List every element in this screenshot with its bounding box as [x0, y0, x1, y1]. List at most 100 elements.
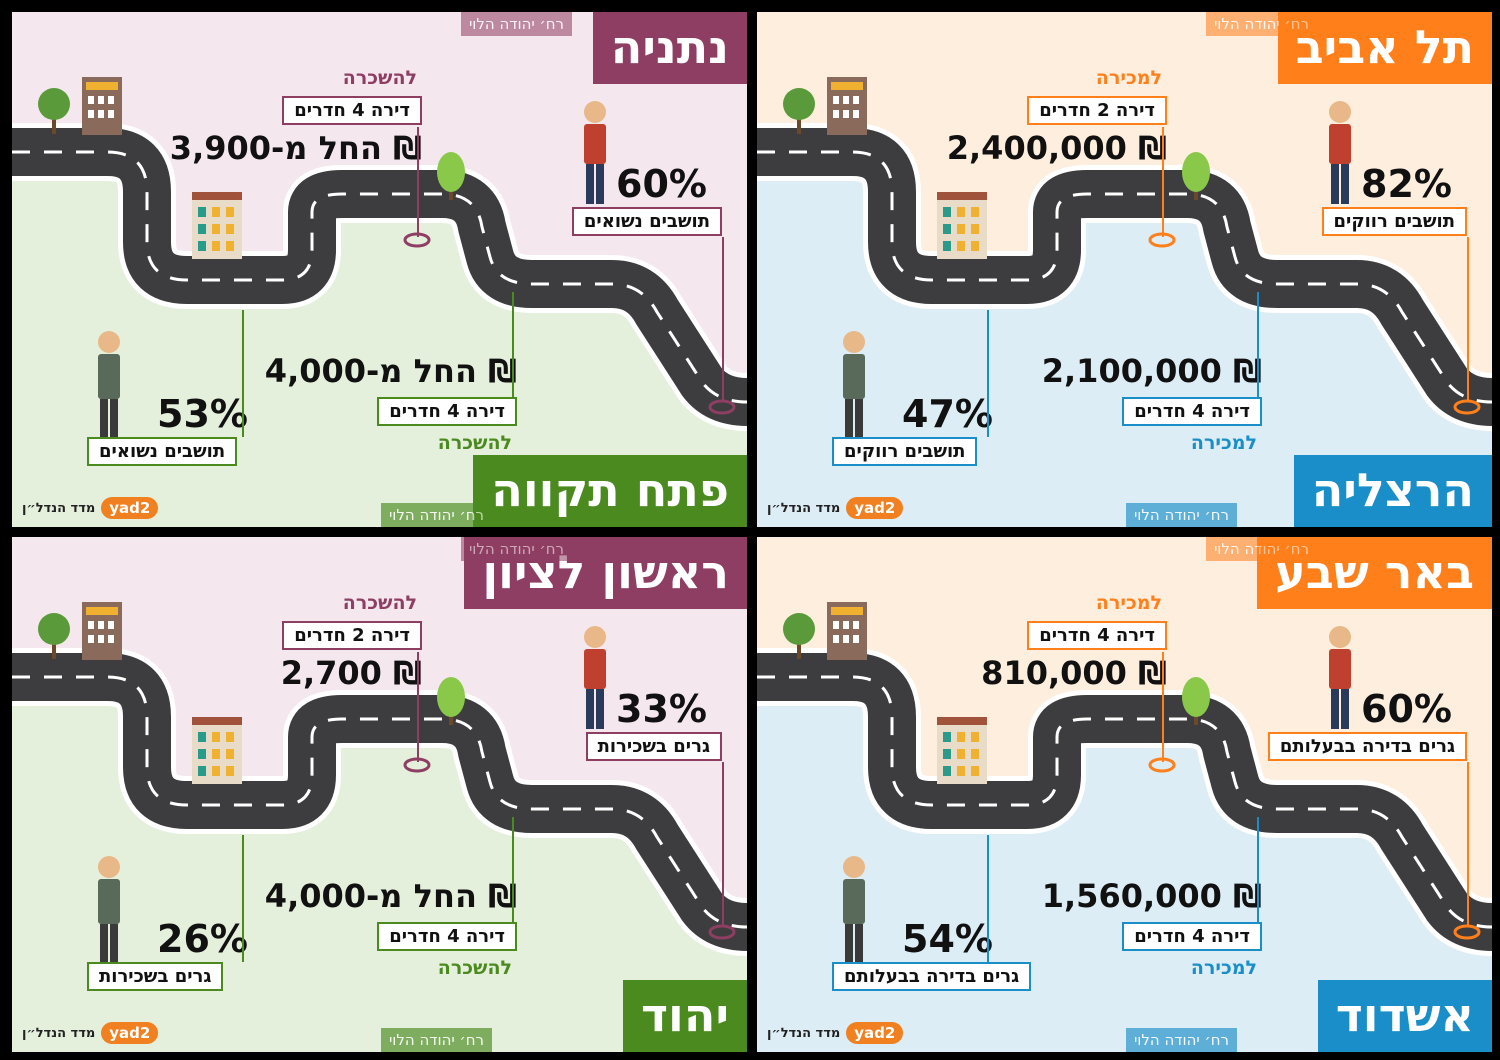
top-price: 810,000 ₪ [981, 654, 1167, 692]
street-tag: רח׳ יהודה הלוי [460, 537, 572, 561]
bottom-street-tag: רח׳ יהודה הלוי [380, 1028, 492, 1052]
bottom-leader-line [1257, 817, 1259, 922]
city-title: נתניה [592, 12, 747, 84]
bottom-apartment-box: דירה 4 חדרים [377, 922, 517, 951]
yad2-logo: מדד הנדל״ן yad2 [22, 497, 159, 519]
bottom-leader-line [512, 817, 514, 922]
tree-icon [1182, 677, 1210, 725]
bottom-listing-label: למכירה [1190, 957, 1257, 979]
bottom-stat-box: גרים בדירה בבעלותם [832, 962, 1032, 991]
top-stat-percent: 82% [1361, 162, 1452, 206]
top-apartment-box: דירה 4 חדרים [1027, 621, 1167, 650]
bottom-apartment-box: דירה 4 חדרים [377, 397, 517, 426]
bottom-price: 2,100,000 ₪ [1041, 352, 1262, 390]
top-apartment-box: דירה 2 חדרים [1027, 96, 1167, 125]
top-stat-box: תושבים נשואים [571, 207, 722, 236]
panel-netanya: נתניה רח׳ יהודה הלוי להשכרה דירה 4 חדרים… [12, 12, 747, 527]
bottom-stat-percent: 54% [902, 917, 993, 961]
apartment-building-icon [192, 192, 242, 259]
top-stat-percent: 60% [616, 162, 707, 206]
bottom-stat-box: גרים בשכירות [87, 962, 224, 991]
logo-brand: yad2 [101, 1022, 159, 1044]
top-stat-leader [1467, 237, 1469, 402]
top-stat-percent: 33% [616, 687, 707, 731]
bottom-stat-box: תושבים רווקים [832, 437, 978, 466]
bottom-stat-leader [987, 310, 989, 437]
logo-brand: yad2 [846, 497, 904, 519]
top-listing-label: למכירה [1095, 67, 1162, 89]
top-leader-line [1162, 127, 1164, 237]
person-icon [1329, 101, 1351, 204]
tree-icon [783, 613, 815, 659]
tree-icon [437, 152, 465, 200]
tree-icon [783, 88, 815, 134]
top-stat-box: גרים בדירה בבעלותם [1267, 732, 1467, 761]
top-apartment-box: דירה 2 חדרים [282, 621, 422, 650]
tree-icon [437, 677, 465, 725]
apartment-building-icon [937, 717, 987, 784]
building-icon [82, 602, 122, 660]
road-background [12, 12, 747, 527]
tree-icon [38, 88, 70, 134]
logo-text: מדד הנדל״ן [22, 1025, 96, 1041]
bottom-listing-label: להשכרה [437, 957, 512, 979]
top-stat-box: תושבים רווקים [1321, 207, 1467, 236]
tree-icon [1182, 152, 1210, 200]
top-apartment-box: דירה 4 חדרים [282, 96, 422, 125]
top-price: החל מ-3,900 ₪ [169, 129, 422, 167]
top-stat-leader [722, 237, 724, 402]
street-tag: רח׳ יהודה הלוי [460, 12, 572, 36]
panel-tel-aviv: תל אביב רח׳ יהודה הלוי למכירה דירה 2 חדר… [757, 12, 1492, 527]
yad2-logo: מדד הנדל״ן yad2 [767, 497, 904, 519]
bottom-stat-leader [242, 835, 244, 962]
bottom-listing-label: להשכרה [437, 432, 512, 454]
top-price: 2,700 ₪ [280, 654, 422, 692]
logo-text: מדד הנדל״ן [22, 500, 96, 516]
bottom-street-tag: רח׳ יהודה הלוי [1125, 1028, 1237, 1052]
top-stat-leader [1467, 762, 1469, 927]
bottom-city-title: אשדוד [1317, 980, 1492, 1052]
bottom-street-tag: רח׳ יהודה הלוי [1125, 503, 1237, 527]
panel-rishon: ראשון לציון רח׳ יהודה הלוי להשכרה דירה 2… [12, 537, 747, 1052]
bottom-price: החל מ-4,000 ₪ [264, 352, 517, 390]
tree-icon [38, 613, 70, 659]
top-stat-percent: 60% [1361, 687, 1452, 731]
bottom-price: החל מ-4,000 ₪ [264, 877, 517, 915]
street-tag: רח׳ יהודה הלוי [1205, 12, 1317, 36]
top-leader-line [417, 127, 419, 237]
top-leader-line [1162, 652, 1164, 762]
panel-beer-sheva: באר שבע רח׳ יהודה הלוי למכירה דירה 4 חדר… [757, 537, 1492, 1052]
building-icon [827, 77, 867, 135]
bottom-listing-label: למכירה [1190, 432, 1257, 454]
bottom-apartment-box: דירה 4 חדרים [1122, 397, 1262, 426]
yad2-logo: מדד הנדל״ן yad2 [22, 1022, 159, 1044]
logo-brand: yad2 [101, 497, 159, 519]
top-price: 2,400,000 ₪ [946, 129, 1167, 167]
yad2-logo: מדד הנדל״ן yad2 [767, 1022, 904, 1044]
bottom-city-title: הרצליה [1293, 455, 1492, 527]
building-icon [82, 77, 122, 135]
bottom-stat-leader [242, 310, 244, 437]
logo-brand: yad2 [846, 1022, 904, 1044]
apartment-building-icon [192, 717, 242, 784]
top-stat-box: גרים בשכירות [585, 732, 722, 761]
bottom-leader-line [512, 292, 514, 397]
bottom-apartment-box: דירה 4 חדרים [1122, 922, 1262, 951]
apartment-building-icon [937, 192, 987, 259]
logo-text: מדד הנדל״ן [767, 1025, 841, 1041]
person-icon [843, 856, 865, 964]
building-icon [827, 602, 867, 660]
street-tag: רח׳ יהודה הלוי [1205, 537, 1317, 561]
bottom-stat-percent: 26% [157, 917, 248, 961]
top-listing-label: למכירה [1095, 592, 1162, 614]
top-stat-leader [722, 762, 724, 927]
top-listing-label: להשכרה [342, 67, 417, 89]
bottom-price: 1,560,000 ₪ [1041, 877, 1262, 915]
bottom-stat-percent: 47% [902, 392, 993, 436]
person-icon [98, 856, 120, 964]
person-icon [584, 626, 606, 729]
bottom-stat-percent: 53% [157, 392, 248, 436]
top-leader-line [417, 652, 419, 762]
person-icon [843, 331, 865, 439]
bottom-street-tag: רח׳ יהודה הלוי [380, 503, 492, 527]
